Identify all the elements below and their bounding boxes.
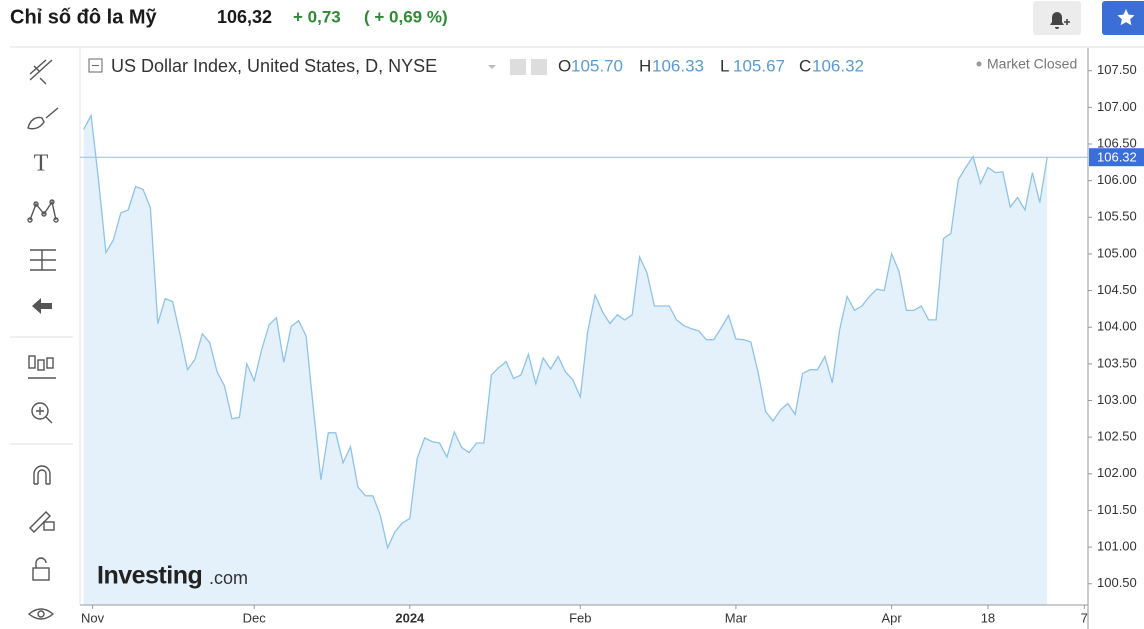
y-tick-label: 104.00: [1097, 319, 1137, 334]
tool-lines[interactable]: [29, 59, 53, 85]
ohlc-value: 105.70: [571, 56, 623, 75]
line: [83, 113, 1048, 550]
tool-brush[interactable]: [27, 107, 59, 130]
ohlc-value: 105.67: [733, 56, 785, 75]
x-tick-label: Dec: [243, 610, 267, 625]
tool-text[interactable]: T: [34, 151, 49, 177]
y-tick-label: 106.50: [1097, 135, 1137, 150]
tool-back[interactable]: [32, 298, 52, 314]
tool-indicators[interactable]: [28, 355, 56, 379]
y-tick-label: 107.00: [1097, 99, 1137, 114]
plot: [83, 113, 1048, 606]
ohlc-key: O: [558, 56, 571, 75]
price-change-percent: ( + 0,69 %): [364, 7, 448, 26]
y-tick-label: 105.00: [1097, 245, 1137, 260]
x-tick-label: Feb: [569, 610, 591, 625]
tool-lock-drawing[interactable]: [29, 511, 55, 533]
y-tick-label: 104.50: [1097, 282, 1137, 297]
area: [83, 115, 1048, 606]
watchlist-button[interactable]: [1102, 1, 1144, 35]
watermark: Investing: [97, 562, 202, 590]
page-title: Chỉ số đô la Mỹ: [10, 6, 158, 28]
y-tick-label: 102.00: [1097, 465, 1137, 480]
y-tick-label: 107.50: [1097, 62, 1137, 77]
tool-pattern[interactable]: [27, 199, 59, 223]
x-tick-label: Apr: [881, 610, 902, 625]
y-tick-label: 101.00: [1097, 539, 1137, 554]
y-tick-label: 105.50: [1097, 209, 1137, 224]
ohlc-legend: O 105.70 H 106.33 L 105.67 C 106.32: [558, 56, 864, 75]
series-name: US Dollar Index, United States, D, NYSE: [111, 56, 437, 76]
x-tick-label: 18: [981, 610, 995, 625]
ohlc-key: L: [720, 56, 729, 75]
x-tick-label: Nov: [81, 610, 105, 625]
status-dot: [976, 61, 982, 67]
tool-visibility[interactable]: [27, 608, 55, 620]
y-tick-label: 106.00: [1097, 172, 1137, 187]
y-tick-label: 102.50: [1097, 429, 1137, 444]
visibility-toggle[interactable]: [510, 59, 526, 75]
tool-fib[interactable]: [30, 249, 56, 271]
x-tick-label: 2024: [395, 610, 425, 625]
ohlc-key: C: [799, 56, 811, 75]
toolbar: T: [10, 59, 73, 620]
tool-magnet[interactable]: [33, 465, 51, 485]
last-price-label: 106.32: [1097, 150, 1137, 165]
y-tick-label: 103.00: [1097, 392, 1137, 407]
y-tick-label: 103.50: [1097, 355, 1137, 370]
last-price-box: [1089, 148, 1144, 167]
y-tick-label: 101.50: [1097, 502, 1137, 517]
ohlc-value: 106.33: [652, 56, 704, 75]
settings-toggle[interactable]: [531, 59, 547, 75]
x-tick-label: Mar: [725, 610, 748, 625]
tool-unlock[interactable]: [32, 557, 50, 581]
x-tick-label: 7: [1081, 610, 1088, 625]
ohlc-value: 106.32: [812, 56, 864, 75]
svg-text:T: T: [34, 151, 49, 177]
watermark-suffix: .com: [209, 568, 248, 588]
market-status: Market Closed: [987, 56, 1077, 72]
ohlc-key: H: [639, 56, 651, 75]
y-tick-label: 100.50: [1097, 575, 1137, 590]
collapse-toggle[interactable]: [88, 58, 103, 73]
symbol-caret[interactable]: [488, 65, 496, 69]
tool-zoom[interactable]: [31, 402, 53, 424]
price-change: + 0,73: [293, 7, 341, 26]
alert-button[interactable]: [1033, 1, 1081, 35]
price: 106,32: [217, 7, 272, 27]
